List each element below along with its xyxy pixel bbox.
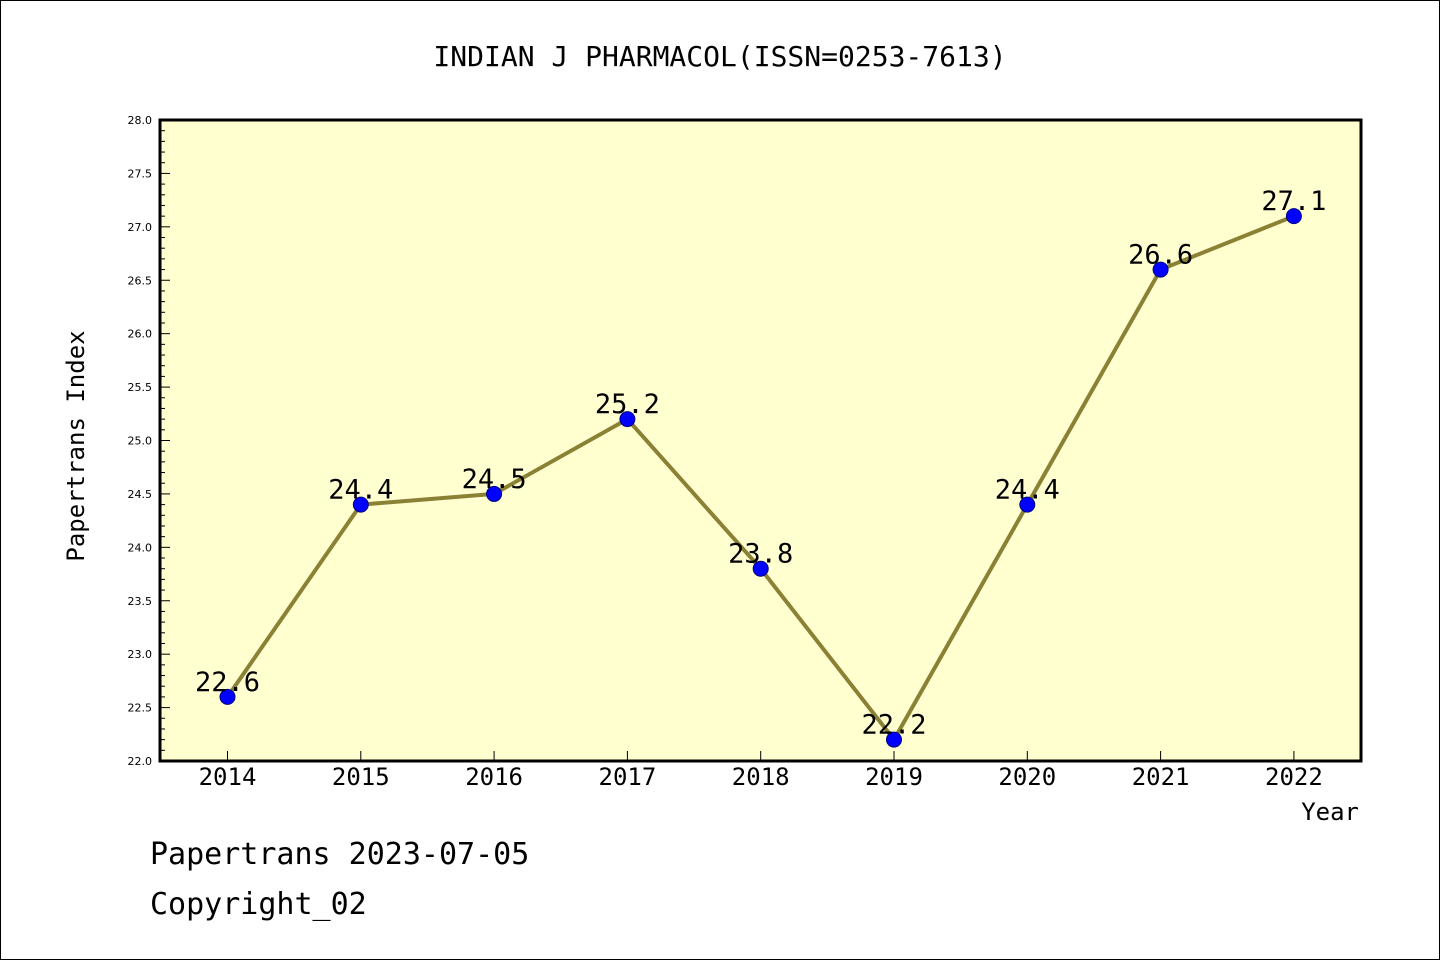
data-point [619, 411, 636, 428]
y-axis: 22.0 22.5 23.0 23.5 24.0 24.5 25.0 25.5 26.0 26.5… [128, 114, 170, 768]
y-tick-label: 25.0 [128, 435, 153, 448]
data-label: 24.4 [995, 475, 1060, 506]
x-tick-label: 2022 [1265, 763, 1323, 791]
x-axis: 2014 2015 2016 2017 2018 2019 2020 2021 2022 [199, 751, 1323, 791]
chart-title: INDIAN J PHARMACOL(ISSN=0253-7613) [433, 40, 1006, 73]
data-point [886, 731, 902, 748]
y-tick-label: 22.0 [128, 755, 153, 768]
x-tick-label: 2016 [465, 763, 523, 791]
data-label: 27.1 [1261, 186, 1326, 217]
series-group: 22.6 24.4 24.5 25.2 23.8 22.2 24.4 26.6 27.1 [195, 186, 1326, 748]
data-label: 24.5 [462, 464, 527, 495]
data-point [1019, 496, 1036, 513]
y-tick-label: 22.5 [128, 702, 153, 715]
x-tick-label: 2015 [332, 763, 390, 791]
y-tick-label: 25.5 [128, 381, 153, 394]
data-point [352, 496, 369, 513]
x-tick-label: 2018 [732, 763, 790, 791]
data-label: 25.2 [595, 389, 660, 420]
x-axis-label: Year [1301, 798, 1359, 826]
data-label: 22.2 [861, 710, 926, 741]
data-point [486, 485, 503, 502]
footer-date: Papertrans 2023-07-05 [150, 837, 529, 872]
y-tick-label: 27.5 [128, 167, 153, 180]
y-tick-label: 26.0 [128, 328, 153, 341]
data-point [752, 560, 769, 577]
y-tick-label: 26.5 [128, 274, 153, 287]
y-tick-label: 23.5 [128, 595, 153, 608]
x-tick-label: 2021 [1132, 763, 1190, 791]
x-tick-label: 2019 [865, 763, 923, 791]
y-tick-label: 23.0 [128, 648, 153, 661]
x-tick-label: 2014 [199, 763, 257, 791]
data-point [1285, 208, 1302, 225]
data-label: 24.4 [328, 475, 393, 506]
data-point [1152, 261, 1169, 278]
y-tick-label: 27.0 [128, 221, 153, 234]
x-tick-label: 2020 [998, 763, 1056, 791]
data-label: 23.8 [728, 539, 793, 570]
x-tick-label: 2017 [599, 763, 657, 791]
data-label: 22.6 [195, 667, 260, 698]
y-axis-label: Papertrans Index [62, 330, 90, 561]
data-label: 26.6 [1128, 240, 1193, 271]
y-tick-label: 24.5 [128, 488, 153, 501]
data-point [219, 688, 236, 705]
footer-copyright: Copyright_02 [150, 887, 367, 922]
y-tick-label: 28.0 [128, 114, 153, 127]
y-tick-label: 24.0 [128, 541, 153, 554]
plot-area [158, 118, 1363, 763]
